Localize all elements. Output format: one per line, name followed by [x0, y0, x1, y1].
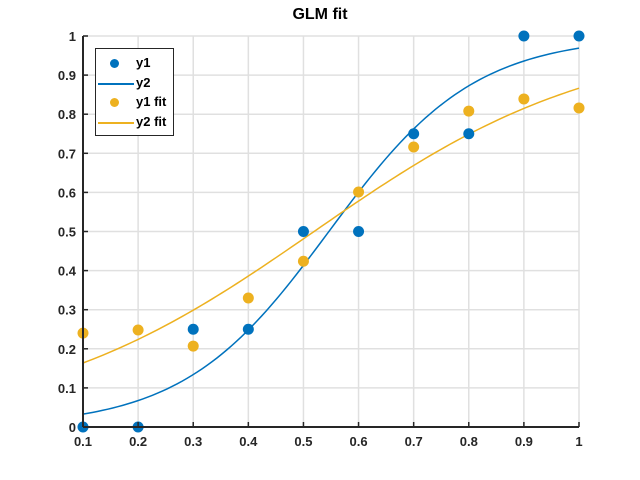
y-tick-label: 0.9 — [58, 68, 76, 83]
x-tick-label: 0.9 — [515, 434, 533, 449]
x-tick-label: 0.7 — [405, 434, 423, 449]
x-tick-label: 0.4 — [239, 434, 258, 449]
y-tick-label: 0.4 — [58, 264, 77, 279]
point-y1-fit — [463, 105, 475, 117]
y-tick-label: 0.1 — [58, 381, 76, 396]
legend: y1 y2 y1 fit y2 fit — [95, 48, 174, 136]
circle-marker-icon — [110, 98, 119, 107]
legend-label: y2 fit — [136, 114, 167, 129]
y-tick-label: 0.6 — [58, 185, 76, 200]
legend-label: y1 — [136, 55, 151, 70]
axes — [82, 35, 580, 428]
point-y1-fit — [518, 93, 530, 105]
line-marker-icon — [98, 122, 134, 124]
y-tick-label: 0.2 — [58, 342, 76, 357]
x-tick-label: 0.6 — [350, 434, 368, 449]
data-points — [77, 30, 585, 433]
point-y1-fit — [187, 340, 199, 352]
legend-item-y1-fit: y1 fit — [96, 93, 173, 111]
x-tick-label: 0.2 — [129, 434, 147, 449]
point-y1 — [408, 128, 420, 140]
point-y1-fit — [353, 186, 365, 198]
x-tick-label: 0.3 — [184, 434, 202, 449]
y-tick-label: 0.7 — [58, 146, 76, 161]
legend-item-y2-fit: y2 fit — [96, 113, 173, 131]
y-tick-label: 0.3 — [58, 303, 76, 318]
point-y1 — [187, 323, 199, 335]
point-y1-fit — [132, 324, 144, 336]
y-tick-label: 0 — [69, 420, 76, 435]
y-tick-label: 1 — [69, 29, 76, 44]
legend-label: y2 — [136, 75, 151, 90]
x-tick-label: 0.5 — [294, 434, 312, 449]
point-y1 — [353, 226, 365, 237]
point-y1 — [518, 30, 530, 42]
line-marker-icon — [98, 83, 134, 85]
x-tick-label: 1 — [575, 434, 582, 449]
legend-item-y1: y1 — [96, 54, 173, 72]
point-y1-fit — [242, 292, 254, 304]
tick-labels: 0.1 0.2 0.3 0.4 0.5 0.6 0.7 0.8 0.9 100.10.20.30.… — [58, 29, 583, 449]
point-y1-fit — [297, 255, 309, 267]
point-y1-fit — [408, 141, 420, 153]
point-y1 — [463, 128, 475, 140]
y-tick-label: 0.5 — [58, 225, 76, 240]
fit-curves — [82, 47, 580, 415]
circle-marker-icon — [110, 59, 119, 68]
curve-y2-fit — [82, 87, 580, 364]
point-y1 — [573, 30, 585, 42]
x-tick-label: 0.8 — [460, 434, 478, 449]
curve-y2 — [82, 47, 580, 415]
point-y1 — [242, 323, 254, 335]
legend-label: y1 fit — [136, 94, 167, 109]
point-y1 — [297, 226, 309, 237]
legend-item-y2: y2 — [96, 74, 173, 92]
y-tick-label: 0.8 — [58, 107, 76, 122]
x-tick-label: 0.1 — [74, 434, 92, 449]
chart-title: GLM fit — [292, 6, 348, 23]
point-y1-fit — [573, 102, 585, 114]
